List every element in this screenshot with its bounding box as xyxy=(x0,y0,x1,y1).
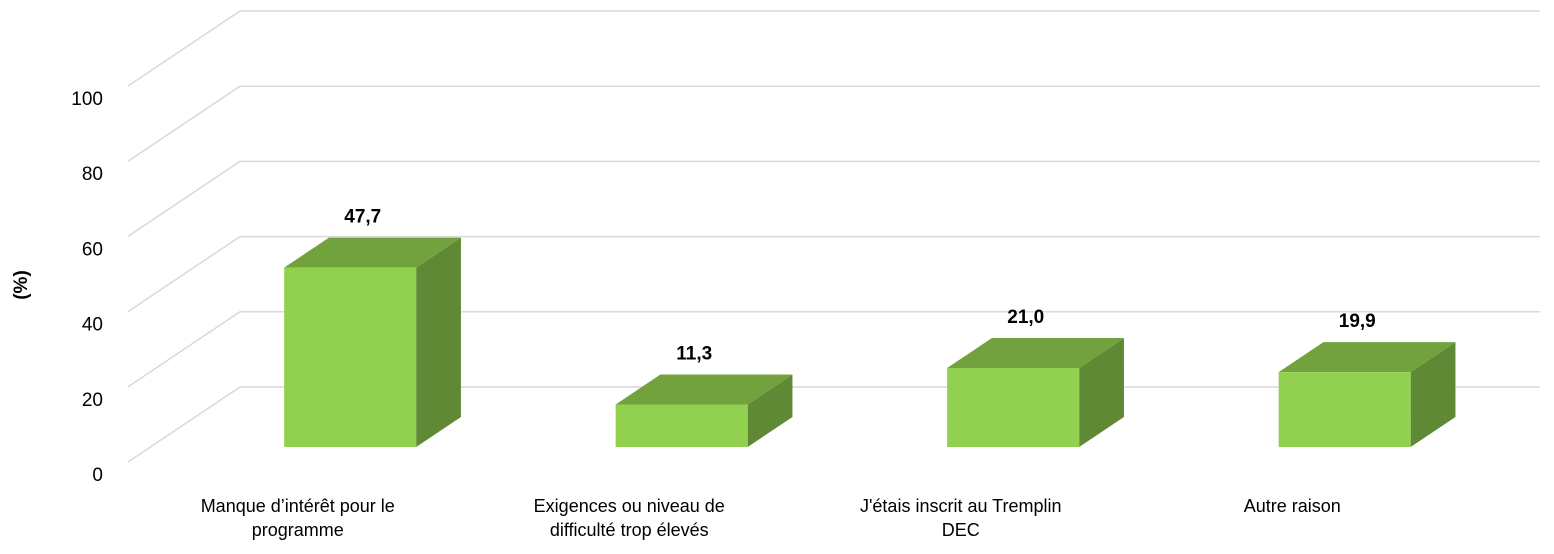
value-label: 19,9 xyxy=(1339,311,1376,332)
x-tick-label: J'étais inscrit au Tremplin DEC xyxy=(859,496,1062,540)
y-tick-label: 60 xyxy=(82,239,103,260)
y-tick-label: 20 xyxy=(82,390,103,411)
bar-side xyxy=(747,374,793,447)
x-tick-label: Autre raison xyxy=(1243,496,1341,516)
value-label: 11,3 xyxy=(676,344,712,365)
grid-line xyxy=(127,160,1540,238)
bar xyxy=(1278,372,1411,447)
bar-side xyxy=(1410,342,1456,447)
y-tick-label: 0 xyxy=(92,465,103,486)
bar xyxy=(615,404,748,447)
bar-top xyxy=(1278,342,1456,373)
bar-top xyxy=(947,338,1124,369)
bar-top xyxy=(284,237,461,268)
bar xyxy=(947,368,1080,447)
y-tick-label: 40 xyxy=(82,315,103,336)
bar-side xyxy=(1079,338,1124,447)
grid-line xyxy=(127,85,1540,162)
y-tick-label: 100 xyxy=(71,89,103,110)
grid-line xyxy=(127,10,1540,87)
bar xyxy=(284,267,417,447)
y-axis-title: (%) xyxy=(11,270,32,300)
value-label: 21,0 xyxy=(1007,307,1044,328)
x-tick-label: Exigences ou niveau de difficulté trop é… xyxy=(533,496,725,540)
x-tick-label: Manque d’intérêt pour le programme xyxy=(200,496,395,540)
bar-side xyxy=(416,237,461,447)
grid-line xyxy=(127,235,1540,313)
y-tick-label: 80 xyxy=(82,164,103,185)
grid-line xyxy=(127,311,1540,388)
value-label: 47,7 xyxy=(344,207,381,228)
bar-top xyxy=(615,374,793,405)
